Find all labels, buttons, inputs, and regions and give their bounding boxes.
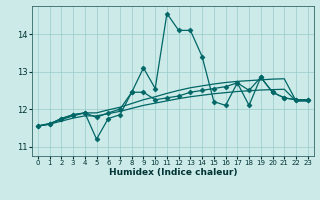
X-axis label: Humidex (Indice chaleur): Humidex (Indice chaleur) xyxy=(108,168,237,177)
